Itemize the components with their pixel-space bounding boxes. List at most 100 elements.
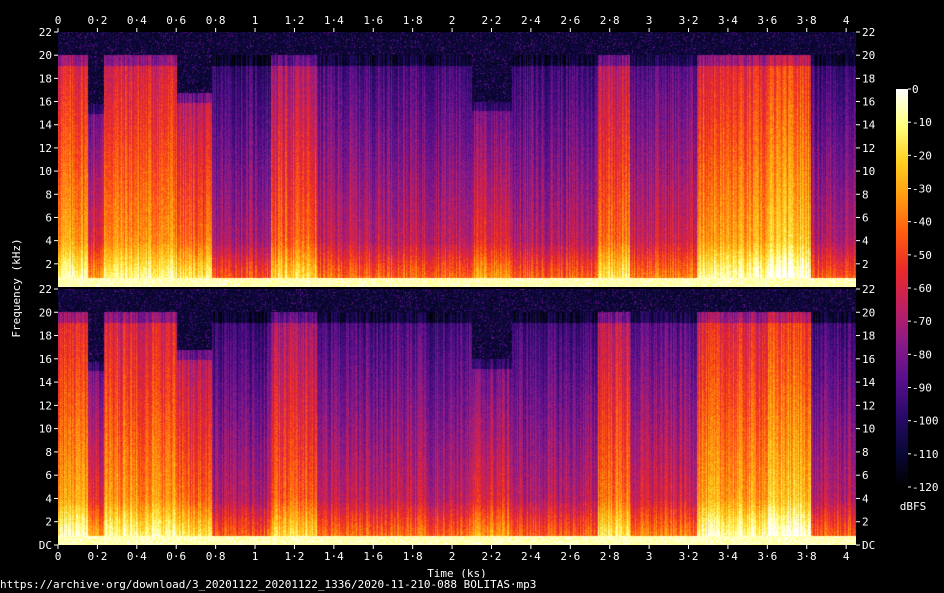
y-tick-label-right: 22 [862, 283, 875, 296]
y-tick-label-left: 16 [39, 353, 52, 366]
colorbar-tick-label: -120 [912, 481, 939, 494]
colorbar-tick-label: -90 [912, 382, 932, 395]
y-tick-label-left: 6 [45, 211, 52, 224]
y-tick-label-right: 10 [862, 165, 875, 178]
y-tick-label-right: 14 [862, 376, 876, 389]
y-tick-label-left: 6 [45, 469, 52, 482]
spectrogram-plots [58, 32, 856, 545]
y-tick-label-left: 22 [39, 26, 52, 39]
colorbar-tick-label: -40 [912, 216, 932, 229]
x-tick-label-top: 2·2 [482, 14, 502, 27]
x-tick-label-top: 3·2 [679, 14, 699, 27]
x-axis-label: Time (ks) [427, 567, 487, 578]
y-tick-label-right: 22 [862, 26, 875, 39]
colorbar-tick-label: 0 [912, 83, 919, 96]
y-tick-label-left: 8 [45, 188, 52, 201]
x-tick-label-top: 3·8 [797, 14, 817, 27]
y-tick-label-left: 8 [45, 446, 52, 459]
y-tick-label-right: 20 [862, 306, 875, 319]
x-tick-label-top: 1·6 [363, 14, 383, 27]
x-tick-label-top: 1·4 [324, 14, 344, 27]
y-tick-label-right: 16 [862, 353, 875, 366]
y-tick-label-left: 10 [39, 423, 52, 436]
y-tick-label-right: 4 [862, 235, 869, 248]
x-tick-label-top: 0·6 [166, 14, 186, 27]
y-tick-label-right: 6 [862, 469, 869, 482]
x-tick-label-bottom: 4 [843, 550, 850, 563]
y-tick-label-right: 14 [862, 119, 876, 132]
y-tick-label-left: 14 [39, 376, 53, 389]
y-tick-label-right: 18 [862, 72, 875, 85]
y-tick-label-left: 20 [39, 49, 52, 62]
x-tick-label-top: 3·4 [718, 14, 738, 27]
x-tick-label-bottom: 2·4 [521, 550, 541, 563]
colorbar-gradient [896, 89, 908, 487]
x-tick-label-bottom: 3·4 [718, 550, 738, 563]
colorbar-tick-label: -20 [912, 149, 932, 162]
colorbar-tick-label: -100 [912, 415, 939, 428]
x-tick-label-bottom: 0·4 [127, 550, 147, 563]
y-tick-label-left: 14 [39, 119, 53, 132]
colorbar-tick-label: -70 [912, 315, 932, 328]
y-tick-label-right: 2 [862, 258, 869, 271]
x-tick-label-top: 0·4 [127, 14, 147, 27]
x-tick-label-top: 3 [646, 14, 653, 27]
x-tick-label-top: 2 [449, 14, 456, 27]
colorbar-tick-label: -110 [912, 448, 939, 461]
x-tick-label-bottom: 1·8 [403, 550, 423, 563]
y-tick-label-right: 12 [862, 399, 875, 412]
y-tick-label-left: 4 [45, 235, 52, 248]
spectrogram-chart: 0 0 0·2 0·2 0·4 0·4 0·6 0·6 0·8 0·8 1 1 1·2 1·2 1·4 1·4… [10, 14, 939, 580]
x-tick-label-top: 2·6 [560, 14, 580, 27]
colorbar-tick-label: -30 [912, 183, 932, 196]
x-tick-label-bottom: 1·6 [363, 550, 383, 563]
x-tick-label-bottom: 0 [55, 550, 62, 563]
x-tick-label-top: 4 [843, 14, 850, 27]
x-tick-label-top: 1·8 [403, 14, 423, 27]
y-tick-label-right: DC [862, 539, 875, 552]
colorbar-tick-label: -50 [912, 249, 932, 262]
x-tick-label-top: 2·4 [521, 14, 541, 27]
y-tick-label-left: 4 [45, 492, 52, 505]
x-tick-label-top: 1 [252, 14, 259, 27]
x-tick-label-bottom: 0·8 [206, 550, 226, 563]
colorbar-label: dBFS [900, 500, 927, 513]
y-tick-label-left: 2 [45, 516, 52, 529]
x-tick-label-top: 2·8 [600, 14, 620, 27]
x-tick-label-bottom: 1·4 [324, 550, 344, 563]
x-tick-label-bottom: 3 [646, 550, 653, 563]
x-tick-label-top: 3·6 [757, 14, 777, 27]
colorbar-tick-label: -60 [912, 282, 932, 295]
y-tick-label-right: 2 [862, 516, 869, 529]
colorbar-tick-label: -80 [912, 348, 932, 361]
y-tick-label-right: 20 [862, 49, 875, 62]
x-tick-label-top: 0·8 [206, 14, 226, 27]
colorbar: 0 -10 -20 -30 -40 -50 -60 -70 -80 -90 -100 -110 -120 [896, 83, 939, 494]
y-tick-label-left: 2 [45, 258, 52, 271]
y-tick-label-left: 18 [39, 72, 52, 85]
x-tick-label-bottom: 3·8 [797, 550, 817, 563]
spectrogram-channel-lower [58, 289, 856, 545]
x-tick-label-bottom: 1·2 [285, 550, 305, 563]
x-tick-label-top: 0 [55, 14, 62, 27]
x-tick-label-bottom: 2·6 [560, 550, 580, 563]
spectrogram-axes: 0 0 0·2 0·2 0·4 0·4 0·6 0·6 0·8 0·8 1 1 1·2 1·2 1·4 1·4… [39, 14, 876, 563]
y-tick-label-right: 16 [862, 96, 875, 109]
x-tick-label-bottom: 1 [252, 550, 259, 563]
y-tick-label-right: 6 [862, 211, 869, 224]
y-tick-label-left: DC [39, 539, 52, 552]
y-tick-label-left: 22 [39, 283, 52, 296]
y-tick-label-right: 4 [862, 492, 869, 505]
y-tick-label-right: 18 [862, 330, 875, 343]
x-tick-label-bottom: 2·2 [482, 550, 502, 563]
y-tick-label-right: 8 [862, 188, 869, 201]
x-tick-label-bottom: 3·2 [679, 550, 699, 563]
y-tick-label-left: 16 [39, 96, 52, 109]
y-axis-label: Frequency (kHz) [10, 238, 23, 337]
y-tick-label-left: 18 [39, 330, 52, 343]
x-tick-label-bottom: 2·8 [600, 550, 620, 563]
y-tick-label-left: 12 [39, 399, 52, 412]
x-tick-label-bottom: 2 [449, 550, 456, 563]
y-tick-label-right: 10 [862, 423, 875, 436]
